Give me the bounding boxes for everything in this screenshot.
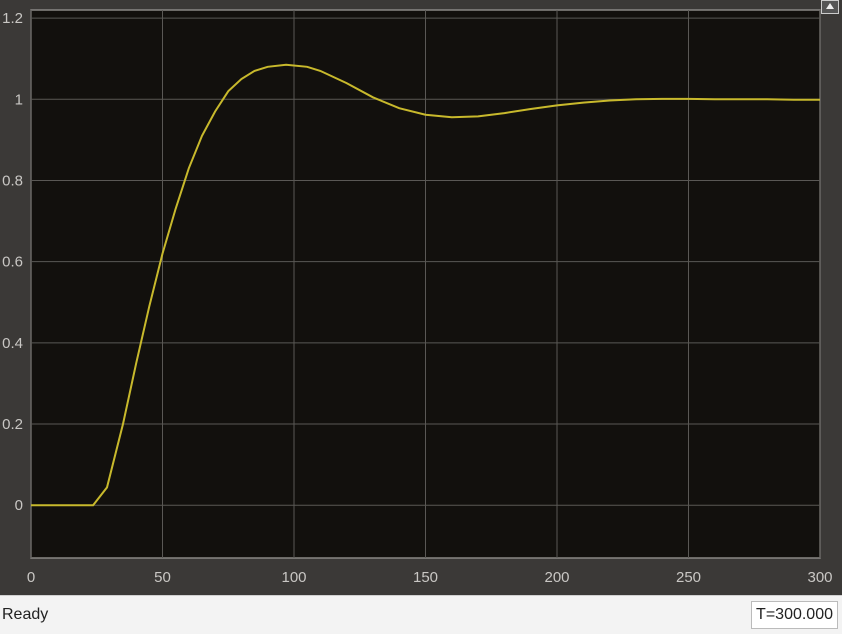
- x-tick-label: 250: [676, 569, 701, 586]
- x-tick-label: 200: [544, 569, 569, 586]
- y-tick-label: 0: [15, 497, 23, 514]
- x-tick-label: 300: [807, 569, 832, 586]
- signal-line: [31, 63, 820, 507]
- y-tick-label: 0.4: [2, 335, 23, 352]
- x-tick-label: 150: [413, 569, 438, 586]
- scope-window: 0 50 100 150 200 250 300 0 0.2 0.4 0.6 0.8 1 1.2: [0, 0, 842, 595]
- y-tick-label: 0.2: [2, 416, 23, 433]
- y-tick-label: 1.2: [2, 10, 23, 27]
- x-tick-label: 100: [281, 569, 306, 586]
- simulation-time: T=300.000: [751, 601, 838, 629]
- x-tick-label: 50: [154, 569, 171, 586]
- scope-plot[interactable]: 0 50 100 150 200 250 300 0 0.2 0.4 0.6 0.8 1 1.2: [0, 0, 842, 595]
- y-tick-label: 0.6: [2, 254, 23, 271]
- y-tick-label: 1: [15, 91, 23, 108]
- status-text: Ready: [2, 606, 49, 623]
- axes-restore-icon[interactable]: [821, 0, 839, 14]
- x-tick-label: 0: [27, 569, 35, 586]
- y-tick-label: 0.8: [2, 172, 23, 189]
- status-bar: Ready T=300.000: [0, 595, 842, 634]
